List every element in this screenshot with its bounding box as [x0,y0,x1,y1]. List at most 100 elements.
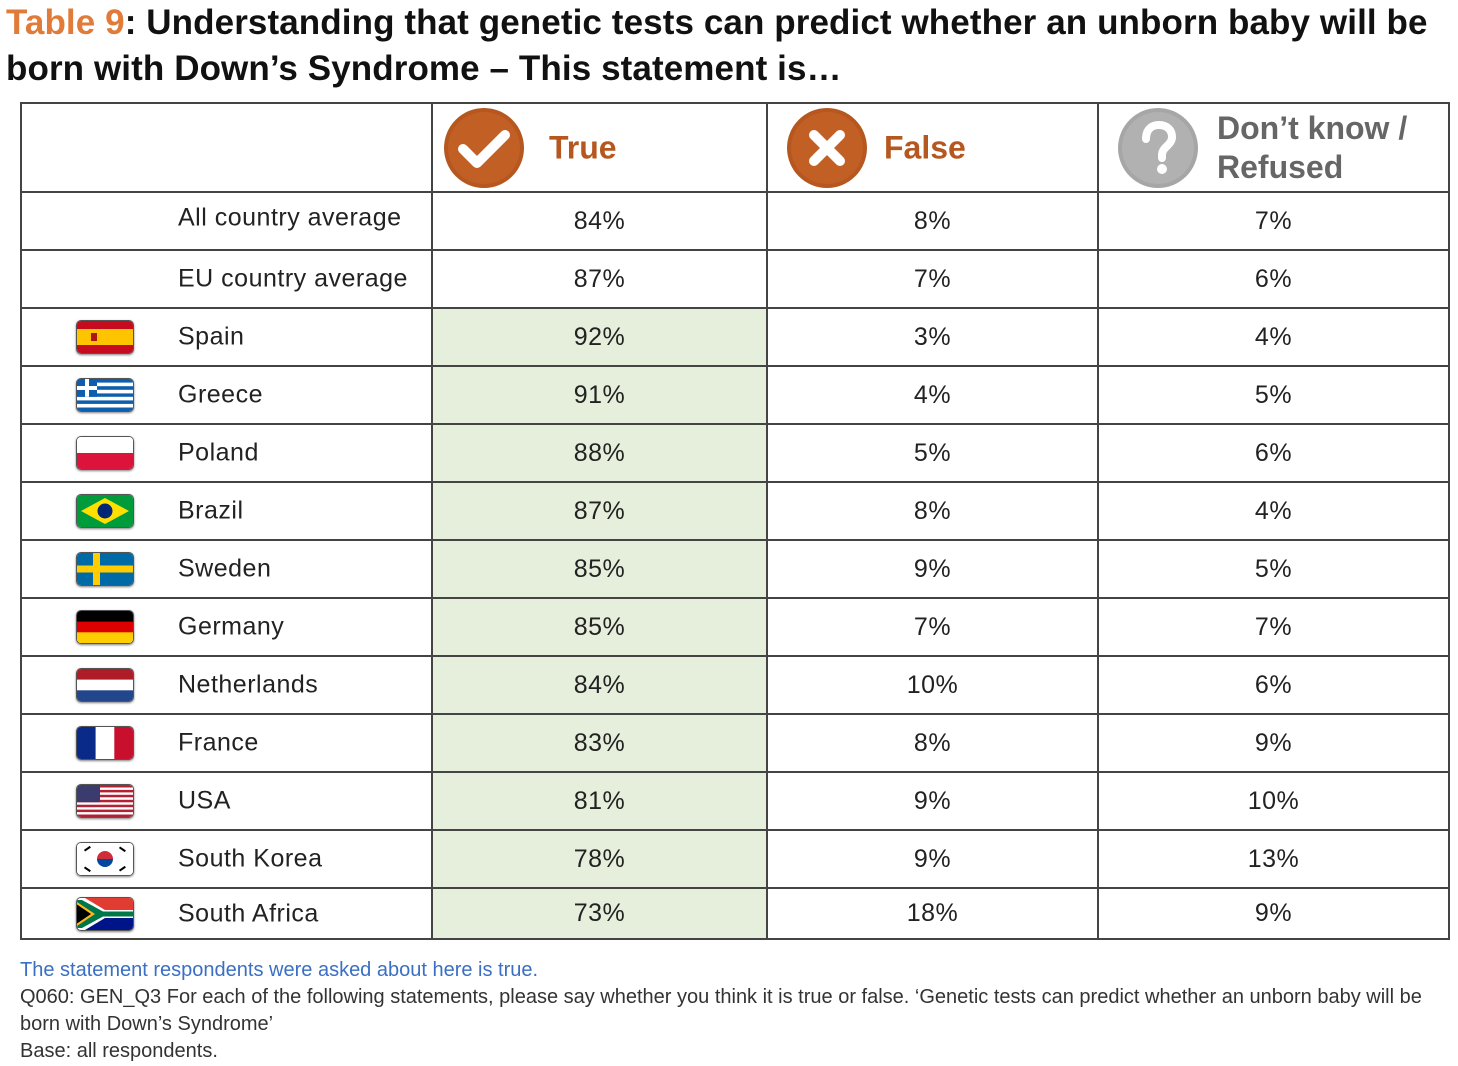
row-label-cell: USA [20,771,433,831]
true-value: 84% [431,191,768,251]
cross-icon [787,107,867,188]
dont-know-value: 6% [1097,423,1450,483]
false-value: 8% [766,713,1099,773]
row-label-cell: Netherlands [20,655,433,715]
dont-know-value: 4% [1097,307,1450,367]
true-value: 83% [431,713,768,773]
false-value: 18% [766,887,1099,940]
false-value: 7% [766,597,1099,657]
table-row: South Africa 73% 18% 9% [20,887,1450,940]
row-label-cell: All country average [20,191,433,251]
dont-know-value: 4% [1097,481,1450,541]
table-row: Netherlands 84% 10% 6% [20,655,1450,715]
table-row: Sweden 85% 9% 5% [20,539,1450,599]
germany-flag-icon [76,610,134,644]
table-title-text: : Understanding that genetic tests can p… [6,3,1428,88]
true-value: 85% [431,539,768,599]
header-true-label: True [549,129,617,165]
table-row: EU country average 87% 7% 6% [20,249,1450,309]
header-false: False [766,102,1099,193]
header-dont-know-label: Don’t know / Refused [1217,109,1407,187]
base-note: Base: all respondents. [20,1040,218,1062]
header-dont-know-line1: Don’t know / [1217,109,1408,146]
row-label: Germany [178,612,285,641]
table-row: Greece 91% 4% 5% [20,365,1450,425]
row-label-cell: Brazil [20,481,433,541]
table-row: Poland 88% 5% 6% [20,423,1450,483]
netherlands-flag-icon [76,668,134,702]
true-value: 73% [431,887,768,940]
dont-know-value: 6% [1097,249,1450,309]
header-blank-cell [20,102,433,193]
dont-know-value: 13% [1097,829,1450,889]
header-false-label: False [884,129,966,165]
row-label: Brazil [178,496,244,525]
row-label-cell: EU country average [20,249,433,309]
sweden-flag-icon [76,552,134,586]
results-table: True False Don’t know / Refused All count… [20,102,1450,940]
false-value: 7% [766,249,1099,309]
false-value: 3% [766,307,1099,367]
row-label: Spain [178,322,245,351]
row-label: USA [178,786,231,815]
false-value: 9% [766,829,1099,889]
france-flag-icon [76,726,134,760]
row-label: Sweden [178,554,272,583]
row-label: South Korea [178,844,323,873]
false-value: 9% [766,539,1099,599]
table-row: South Korea 78% 9% 13% [20,829,1450,889]
dont-know-value: 5% [1097,539,1450,599]
table-row: USA 81% 9% 10% [20,771,1450,831]
checkmark-icon [444,107,524,188]
true-value: 87% [431,249,768,309]
spain-flag-icon [76,320,134,354]
dont-know-value: 9% [1097,713,1450,773]
row-label: South Africa [178,899,319,927]
false-value: 5% [766,423,1099,483]
question-mark-icon [1118,107,1198,188]
header-dont-know-line2: Refused [1217,148,1344,185]
row-label: Netherlands [178,670,319,699]
false-value: 4% [766,365,1099,425]
table-number: Table 9 [6,3,125,42]
table-row: Brazil 87% 8% 4% [20,481,1450,541]
row-label: Poland [178,438,259,467]
row-label-cell: Spain [20,307,433,367]
table-row: All country average 84% 8% 7% [20,191,1450,251]
poland-flag-icon [76,436,134,470]
true-value: 88% [431,423,768,483]
south-africa-flag-icon [76,896,134,931]
true-value: 91% [431,365,768,425]
row-label-cell: South Korea [20,829,433,889]
true-value: 87% [431,481,768,541]
false-value: 10% [766,655,1099,715]
greece-flag-icon [76,378,134,412]
usa-flag-icon [76,784,134,818]
dont-know-value: 9% [1097,887,1450,940]
south-korea-flag-icon [76,842,134,876]
table-row: Germany 85% 7% 7% [20,597,1450,657]
row-label-cell: Poland [20,423,433,483]
row-label-cell: South Africa [20,887,433,940]
false-value: 9% [766,771,1099,831]
truth-note: The statement respondents were asked abo… [20,959,539,981]
true-value: 81% [431,771,768,831]
question-note: Q060: GEN_Q3 For each of the following s… [20,986,1422,1035]
true-value: 85% [431,597,768,657]
header-true: True [431,102,768,193]
dont-know-value: 10% [1097,771,1450,831]
dont-know-value: 5% [1097,365,1450,425]
table-row: France 83% 8% 9% [20,713,1450,773]
table-row: Spain 92% 3% 4% [20,307,1450,367]
true-value: 92% [431,307,768,367]
row-label-cell: Sweden [20,539,433,599]
true-value: 78% [431,829,768,889]
row-label-cell: France [20,713,433,773]
row-label: France [178,728,259,757]
header-dont-know: Don’t know / Refused [1097,102,1450,193]
dont-know-value: 7% [1097,191,1450,251]
false-value: 8% [766,481,1099,541]
true-value: 84% [431,655,768,715]
row-label-cell: Germany [20,597,433,657]
header-row: True False Don’t know / Refused [20,102,1450,193]
